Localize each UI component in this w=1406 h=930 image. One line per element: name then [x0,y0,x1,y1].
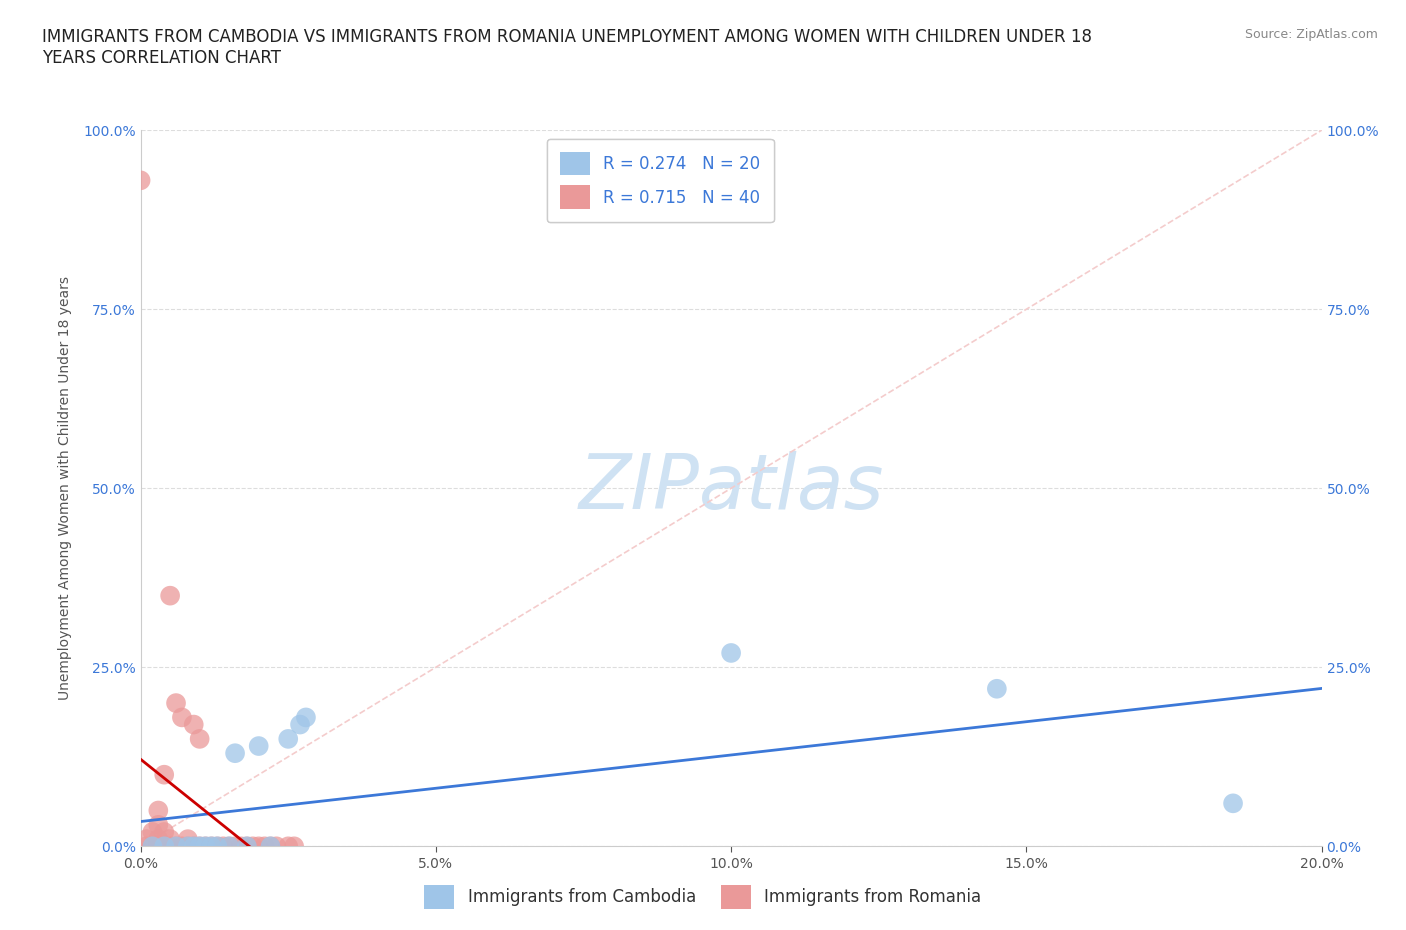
Point [266,839,288,854]
Point [188,839,211,854]
Point [283,839,305,854]
Point [236,839,259,854]
Point [177,839,200,854]
Point [188,731,211,746]
Point [229,839,252,854]
Text: ZIPatlas: ZIPatlas [578,451,884,525]
Point [135,831,157,846]
Text: Source: ZipAtlas.com: Source: ZipAtlas.com [1244,28,1378,41]
Point [259,839,281,854]
Point [177,831,200,846]
Point [135,839,157,854]
Point [153,767,176,782]
Point [1222,796,1244,811]
Point [224,746,246,761]
Point [153,839,176,854]
Y-axis label: Unemployment Among Women with Children Under 18 years: Unemployment Among Women with Children U… [58,276,72,700]
Point [183,839,205,854]
Point [170,839,193,854]
Point [159,839,181,854]
Point [170,710,193,724]
Point [224,839,246,854]
Point [183,717,205,732]
Point [153,825,176,840]
Point [141,825,163,840]
Point [207,839,229,854]
Point [247,738,270,753]
Point [218,839,240,854]
Legend: Immigrants from Cambodia, Immigrants from Romania: Immigrants from Cambodia, Immigrants fro… [416,877,990,917]
Point [194,839,217,854]
Legend: R = 0.274   N = 20, R = 0.715   N = 40: R = 0.274 N = 20, R = 0.715 N = 40 [547,139,773,222]
Point [212,839,235,854]
Point [148,817,170,832]
Point [129,173,152,188]
Point [148,804,170,818]
Point [165,696,187,711]
Point [218,839,240,854]
Point [194,839,217,854]
Point [986,682,1008,697]
Point [236,839,259,854]
Point [277,839,299,854]
Point [720,645,742,660]
Text: IMMIGRANTS FROM CAMBODIA VS IMMIGRANTS FROM ROMANIA UNEMPLOYMENT AMONG WOMEN WIT: IMMIGRANTS FROM CAMBODIA VS IMMIGRANTS F… [42,28,1092,67]
Point [159,589,181,604]
Point [148,831,170,846]
Point [141,839,163,854]
Point [253,839,276,854]
Point [159,831,181,846]
Point [165,839,187,854]
Point [277,731,299,746]
Point [141,839,163,854]
Point [247,839,270,854]
Point [177,839,200,854]
Point [148,839,170,854]
Point [207,839,229,854]
Point [183,839,205,854]
Point [242,839,264,854]
Point [295,710,318,724]
Point [153,839,176,854]
Point [259,839,281,854]
Point [188,839,211,854]
Point [288,717,311,732]
Point [200,839,222,854]
Point [165,839,187,854]
Point [200,839,222,854]
